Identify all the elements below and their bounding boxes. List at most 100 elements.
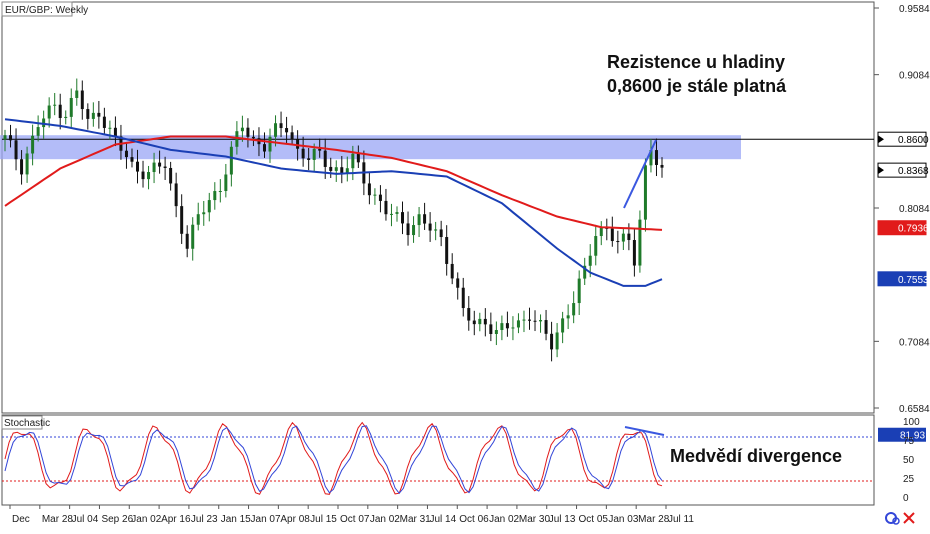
candle-body: [97, 112, 101, 117]
sync-icon[interactable]: [885, 512, 900, 525]
time-tick-label: Mar 30: [519, 514, 551, 525]
candle-body: [307, 158, 311, 160]
candle-body: [130, 157, 134, 162]
candle-body: [20, 159, 24, 175]
stoch-divergence-line: [624, 426, 665, 436]
candle-body: [373, 194, 377, 196]
candle-body: [401, 212, 405, 224]
price-tag-box: [877, 271, 927, 287]
candle-body: [141, 171, 145, 180]
red-moving-average: [4, 135, 663, 231]
candle-body: [643, 165, 647, 220]
candle-body: [555, 332, 559, 350]
candle-body: [384, 200, 388, 215]
price-panel-frame: [1, 1, 875, 414]
candle-body: [196, 214, 200, 225]
candle-body: [301, 148, 305, 159]
candle-body: [483, 318, 487, 325]
candle-body: [649, 150, 653, 166]
price-tag-label: 0.8368: [898, 166, 929, 177]
candle-body: [351, 153, 355, 169]
candle-body: [329, 166, 333, 171]
candle-body: [428, 223, 432, 231]
candle-body: [152, 162, 156, 173]
expand-icon[interactable]: [903, 512, 915, 524]
candlestick-series: [3, 78, 664, 362]
candle-body: [583, 265, 587, 279]
price-tag-arrow-icon: [878, 166, 884, 175]
candle-body: [274, 123, 278, 137]
candle-body: [102, 116, 106, 128]
candle-body: [616, 241, 620, 243]
blue-moving-average: [4, 118, 663, 287]
candle-body: [296, 139, 300, 149]
candle-body: [108, 127, 112, 129]
time-tick-label: Jul 14: [429, 514, 456, 525]
candle-body: [3, 135, 7, 140]
stochastic-title-box: [1, 415, 43, 430]
annotation-divergence: Medvědí divergence: [670, 446, 842, 466]
time-tick-label: Jan 03: [608, 514, 638, 525]
candle-body: [572, 303, 576, 316]
time-tick-label: Jan 02: [489, 514, 519, 525]
price-tag-arrow-icon: [878, 135, 884, 144]
candle-body: [445, 237, 449, 264]
candle-body: [566, 315, 570, 319]
candle-body: [334, 167, 338, 171]
price-tag-label: 0.7553: [898, 275, 929, 286]
stoch-tick-label: 25: [903, 474, 915, 485]
candle-body: [417, 214, 421, 226]
candle-body: [163, 166, 167, 168]
stoch-value-box: [878, 427, 926, 442]
candle-body: [467, 308, 471, 321]
time-tick-label: Mar 31: [400, 514, 432, 525]
candle-body: [9, 135, 13, 141]
candle-body: [533, 320, 537, 322]
candle-body: [14, 140, 18, 160]
candle-body: [494, 330, 498, 334]
candle-body: [522, 319, 526, 321]
candle-body: [251, 136, 255, 139]
price-tick-label: 0.8084: [899, 204, 930, 215]
candle-body: [312, 148, 316, 160]
time-tick-label: Mar 28: [638, 514, 670, 525]
candle-body: [207, 200, 211, 213]
time-tick-label: Jan 02: [131, 514, 161, 525]
candle-body: [489, 324, 493, 334]
candle-body: [472, 320, 476, 325]
candle-body: [461, 287, 465, 309]
candle-body: [42, 118, 46, 128]
candle-body: [434, 229, 438, 231]
candle-body: [158, 162, 162, 167]
annotation-resistance-line2: 0,8600 je stále platná: [607, 76, 787, 96]
candle-body: [632, 240, 636, 266]
candle-body: [25, 153, 29, 175]
candle-body: [588, 255, 592, 266]
candle-body: [395, 212, 399, 214]
time-tick-label: Apr 08: [280, 514, 310, 525]
chart-title-box: [1, 1, 73, 17]
time-tick-label: Jul 15: [310, 514, 337, 525]
annotation-resistance-line1: Rezistence u hladiny: [607, 52, 785, 72]
candle-body: [406, 223, 410, 236]
candle-body: [185, 233, 189, 249]
time-tick-label: Jan 07: [251, 514, 281, 525]
time-tick-label: Jul 11: [668, 514, 694, 525]
candle-body: [235, 131, 239, 147]
time-tick-label: Jul 04: [72, 514, 99, 525]
candle-body: [229, 146, 233, 175]
candle-body: [621, 233, 625, 242]
time-tick-label: Oct 05: [579, 514, 609, 525]
candle-body: [136, 161, 140, 172]
stoch-tick-label: 100: [903, 417, 920, 428]
candle-body: [412, 225, 416, 236]
candle-body: [290, 132, 294, 140]
candle-body: [550, 333, 554, 350]
candle-body: [124, 150, 128, 158]
candle-body: [279, 123, 283, 129]
candle-body: [47, 105, 51, 119]
candle-body: [450, 263, 454, 279]
candle-body: [86, 109, 90, 119]
candle-body: [31, 135, 35, 154]
